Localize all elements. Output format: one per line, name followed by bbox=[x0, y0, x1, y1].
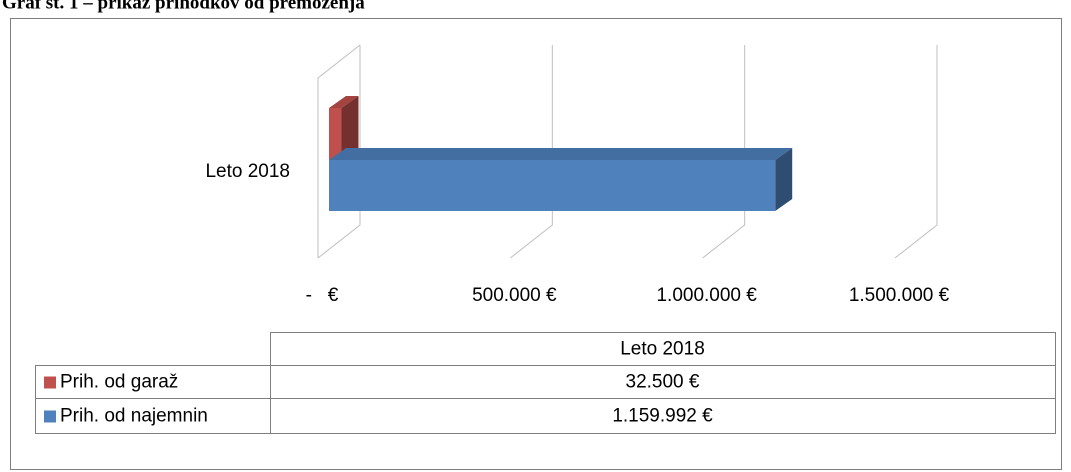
legend-label: Prih. od najemnin bbox=[60, 406, 208, 427]
bar-side bbox=[775, 148, 793, 211]
x-tick-label: 1.500.000 € bbox=[849, 285, 950, 306]
chart-title: Graf št. 1 – prikaz prihodkov od premože… bbox=[2, 0, 365, 13]
bar-top bbox=[329, 96, 359, 108]
legend-label: Prih. od garaž bbox=[60, 372, 178, 393]
bar-side bbox=[341, 96, 359, 160]
table-row bbox=[35, 398, 1056, 434]
side-wall bbox=[317, 44, 361, 258]
grid-line bbox=[702, 45, 746, 259]
y-tick-label: Leto 2018 bbox=[205, 161, 290, 182]
chart-frame bbox=[10, 18, 1062, 470]
bar-top bbox=[329, 148, 793, 160]
x-tick-label: 500.000 € bbox=[472, 285, 557, 306]
legend-swatch bbox=[44, 376, 56, 389]
grid-line bbox=[317, 45, 361, 259]
table-header: Leto 2018 bbox=[620, 339, 705, 360]
grid-line bbox=[510, 45, 553, 259]
bar bbox=[329, 160, 776, 211]
table-value: 1.159.992 € bbox=[612, 406, 713, 427]
grid-line bbox=[894, 45, 938, 259]
table-value: 32.500 € bbox=[626, 372, 700, 393]
legend-swatch bbox=[44, 410, 56, 423]
x-tick-label: - € bbox=[306, 285, 339, 306]
bar bbox=[329, 108, 342, 160]
x-tick-label: 1.000.000 € bbox=[656, 285, 757, 306]
